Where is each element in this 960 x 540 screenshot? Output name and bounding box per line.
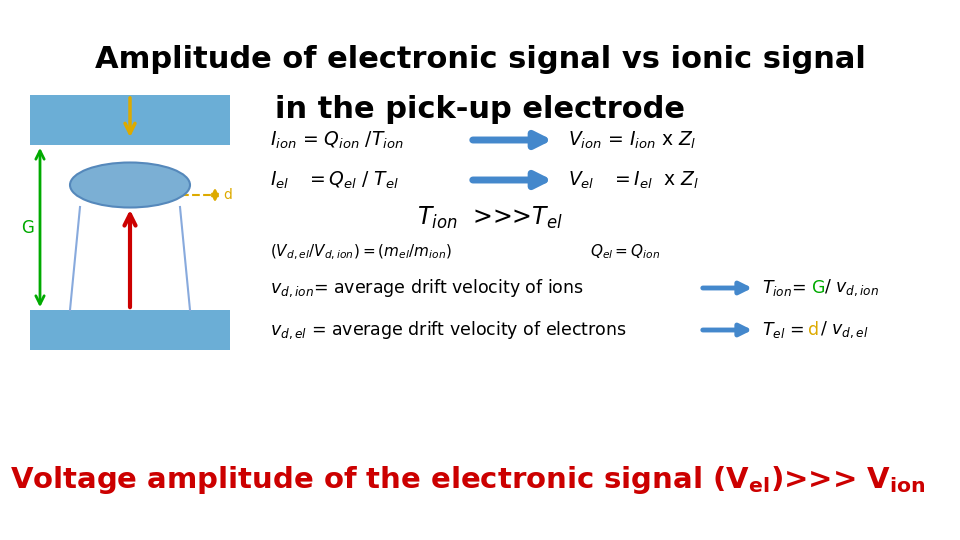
Text: G: G bbox=[812, 279, 826, 297]
Text: $v_{d,ion}$= average drift velocity of ions: $v_{d,ion}$= average drift velocity of i… bbox=[270, 277, 584, 299]
Text: d: d bbox=[224, 188, 232, 202]
Text: Amplitude of electronic signal vs ionic signal: Amplitude of electronic signal vs ionic … bbox=[95, 45, 865, 75]
Text: / $v_{d,ion}$: / $v_{d,ion}$ bbox=[824, 278, 879, 298]
Bar bbox=[30, 310, 230, 350]
Text: $I_{el}$   $= Q_{el}$ / $T_{el}$: $I_{el}$ $= Q_{el}$ / $T_{el}$ bbox=[270, 170, 399, 191]
Text: $v_{d,el}$ = average drift velocity of electrons: $v_{d,el}$ = average drift velocity of e… bbox=[270, 319, 627, 341]
Text: $I_{ion}$ = $Q_{ion}$ /$T_{ion}$: $I_{ion}$ = $Q_{ion}$ /$T_{ion}$ bbox=[270, 130, 404, 151]
Text: $Q_{el}=Q_{ion}$: $Q_{el}=Q_{ion}$ bbox=[590, 242, 660, 261]
Text: $T_{ion}$  >>>$T_{el}$: $T_{ion}$ >>>$T_{el}$ bbox=[417, 205, 563, 231]
Text: d: d bbox=[808, 321, 819, 339]
Text: G: G bbox=[21, 219, 35, 237]
Text: $(V_{d,el}/V_{d,ion})=(m_{el}/m_{ion})$: $(V_{d,el}/V_{d,ion})=(m_{el}/m_{ion})$ bbox=[270, 242, 452, 262]
Bar bbox=[30, 95, 230, 145]
Ellipse shape bbox=[70, 163, 190, 207]
Text: / $v_{d,el}$: / $v_{d,el}$ bbox=[820, 320, 869, 340]
Text: in the pick-up electrode: in the pick-up electrode bbox=[275, 96, 685, 125]
Text: $V_{ion}$ = $I_{ion}$ x $Z_l$: $V_{ion}$ = $I_{ion}$ x $Z_l$ bbox=[568, 130, 697, 151]
Text: $\mathbf{V}$oltage amplitude of the electronic signal ($\mathbf{V_{el}}$)>>> $\m: $\mathbf{V}$oltage amplitude of the elec… bbox=[10, 464, 925, 496]
Text: $T_{ion}$=: $T_{ion}$= bbox=[762, 278, 808, 298]
Text: $V_{el}$   $= I_{el}$  x $Z_l$: $V_{el}$ $= I_{el}$ x $Z_l$ bbox=[568, 170, 699, 191]
Text: $T_{el}$ =: $T_{el}$ = bbox=[762, 320, 806, 340]
